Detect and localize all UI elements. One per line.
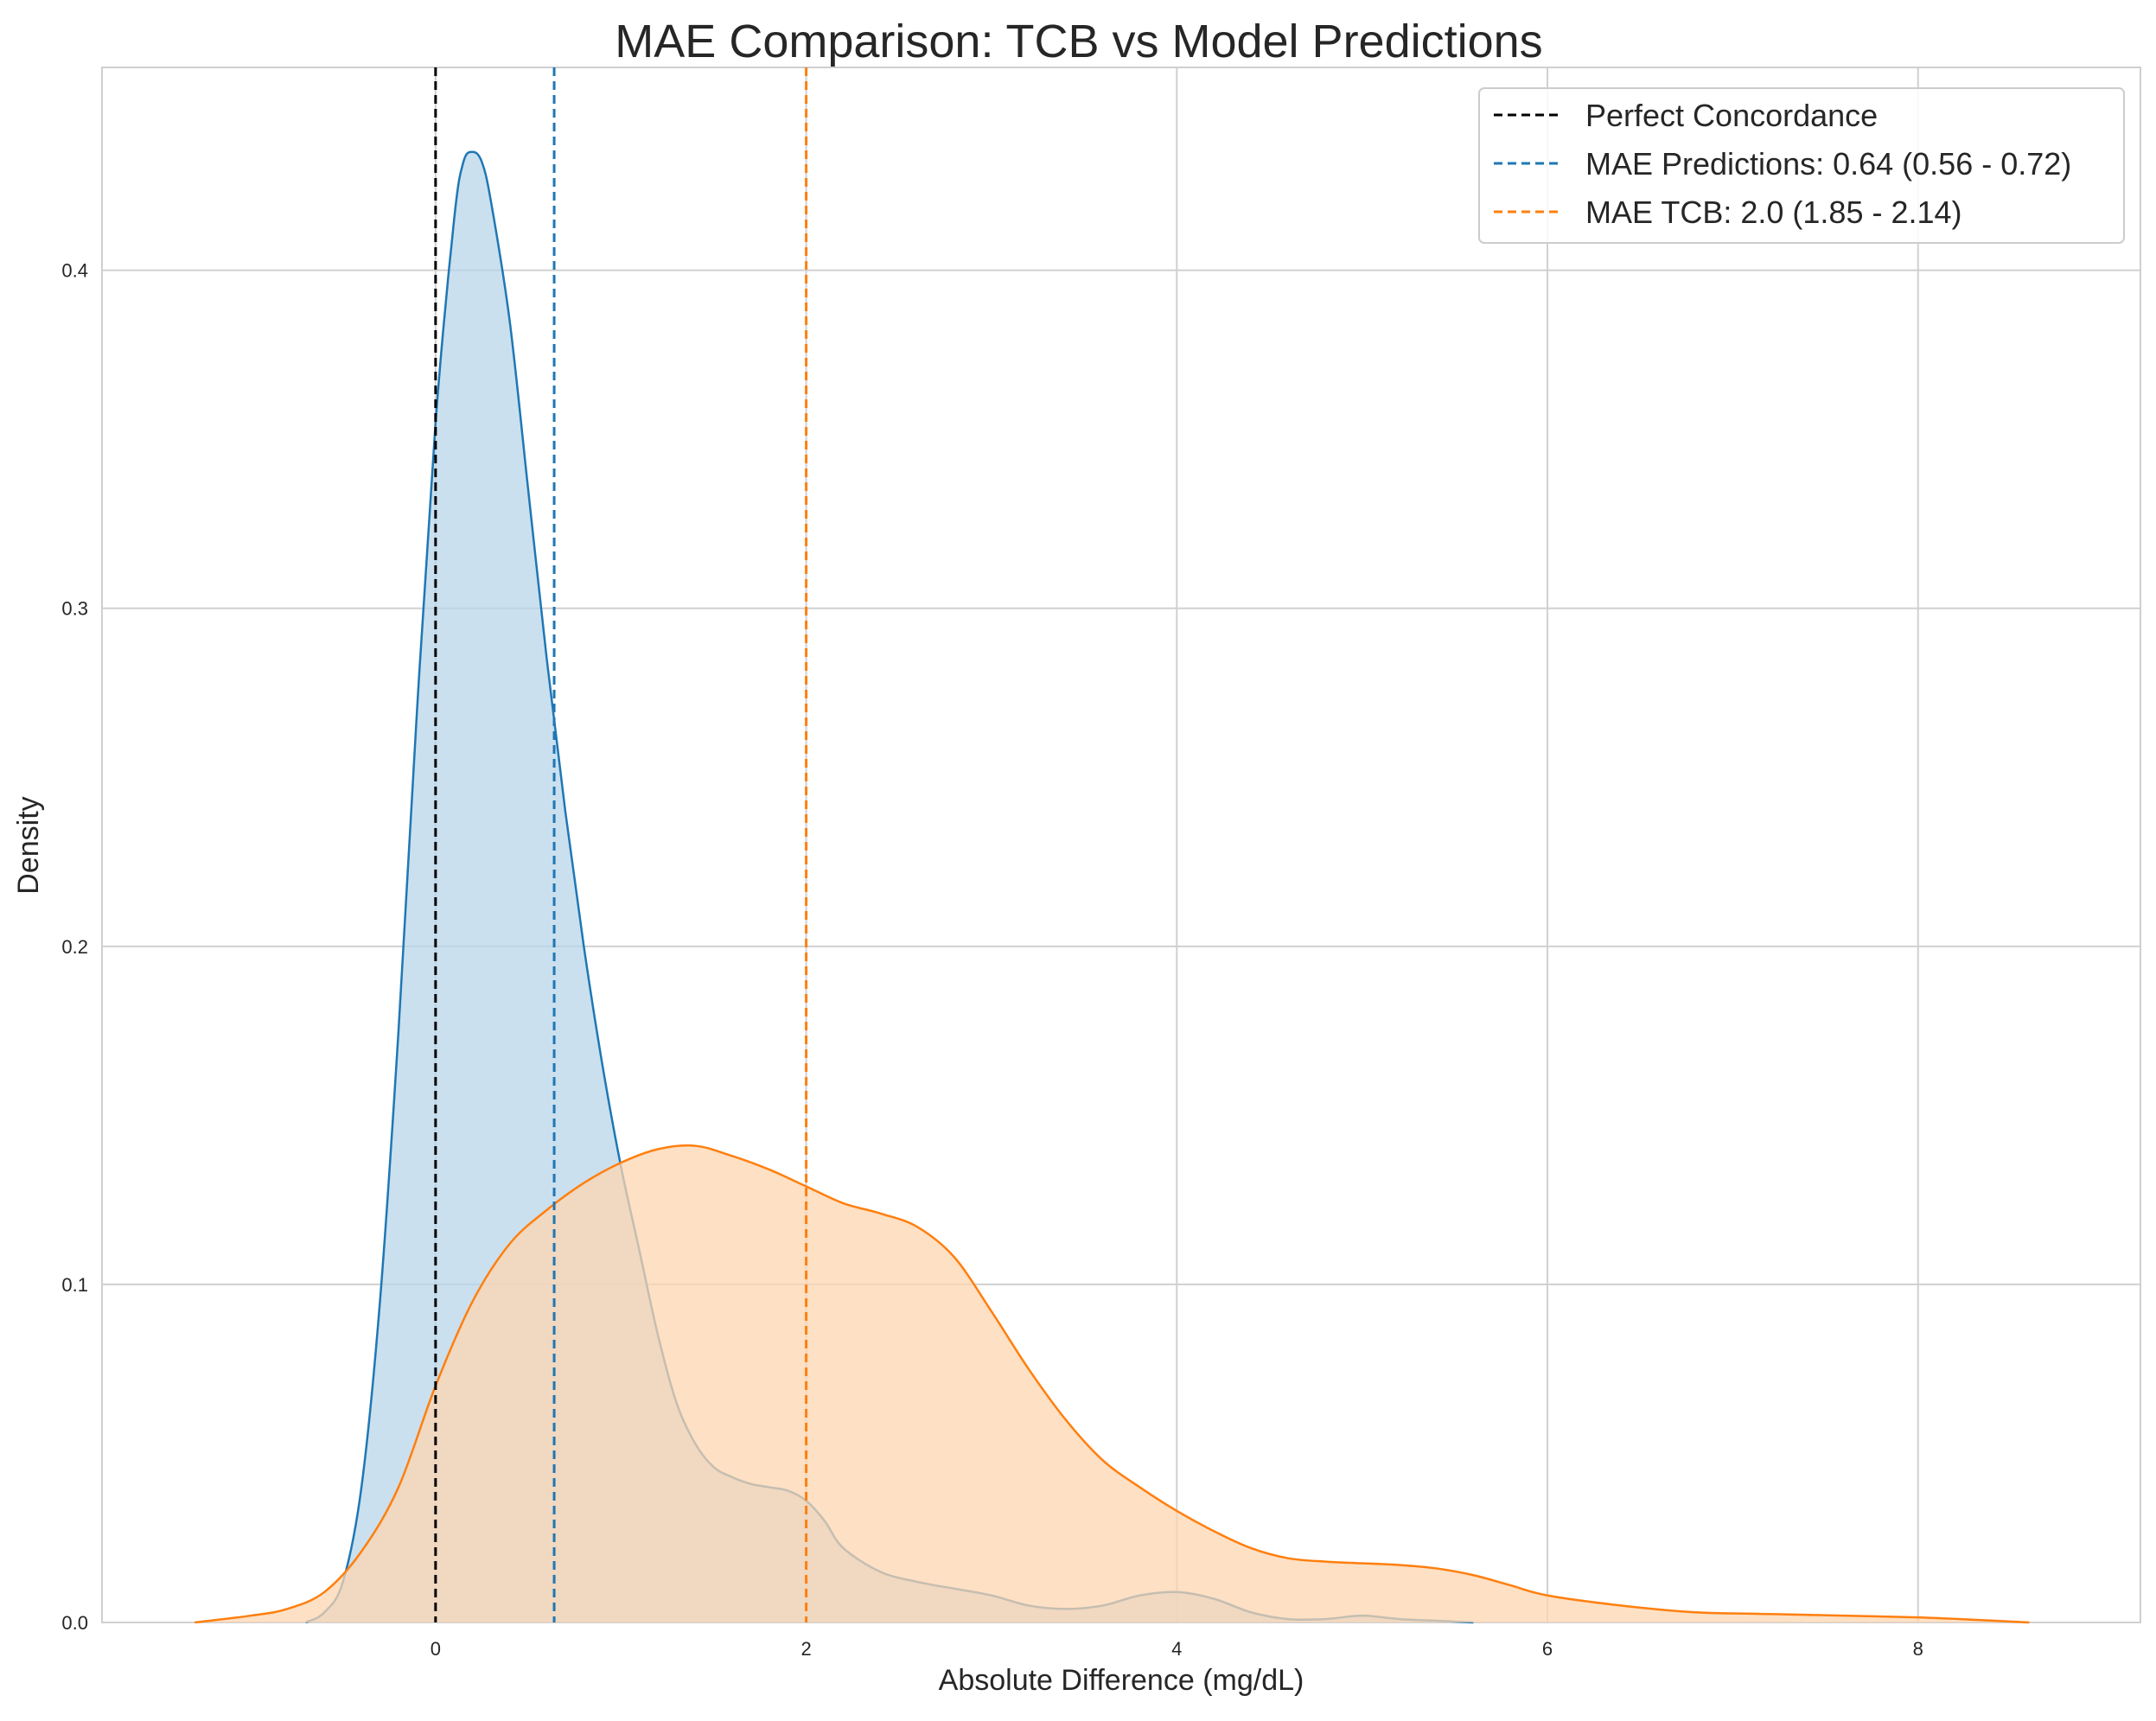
x-tick-label: 8 xyxy=(1913,1638,1923,1660)
x-tick-label: 4 xyxy=(1171,1638,1182,1660)
density-curve-tcb xyxy=(195,1144,2030,1624)
y-axis-ticks: 0.0 0.1 0.2 0.3 0.4 xyxy=(61,260,88,1634)
x-axis-ticks: 0 2 4 6 8 xyxy=(431,1638,1923,1660)
legend-label-perfect-concordance: Perfect Concordance xyxy=(1585,98,1878,133)
density-area-tcb xyxy=(195,1145,2030,1622)
x-tick-label: 0 xyxy=(431,1638,441,1660)
y-tick-label: 0.3 xyxy=(61,598,88,620)
y-tick-label: 0.4 xyxy=(61,260,88,282)
legend-frame xyxy=(1478,87,2125,244)
legend-label-mae-predictions: MAE Predictions: 0.64 (0.56 - 0.72) xyxy=(1585,146,2071,182)
y-axis-label: Density xyxy=(12,796,45,894)
y-tick-label: 0.0 xyxy=(61,1612,88,1634)
legend: Perfect Concordance MAE Predictions: 0.6… xyxy=(1478,87,2125,244)
y-tick-label: 0.1 xyxy=(61,1274,88,1296)
y-tick-label: 0.2 xyxy=(61,936,88,958)
x-tick-label: 2 xyxy=(801,1638,811,1660)
chart-title: MAE Comparison: TCB vs Model Predictions xyxy=(615,16,1542,67)
reference-lines xyxy=(434,67,808,1622)
x-tick-label: 6 xyxy=(1542,1638,1553,1660)
legend-label-mae-tcb: MAE TCB: 2.0 (1.85 - 2.14) xyxy=(1585,194,1962,230)
density-areas xyxy=(195,150,2030,1624)
x-axis-label: Absolute Difference (mg/dL) xyxy=(939,1664,1304,1697)
